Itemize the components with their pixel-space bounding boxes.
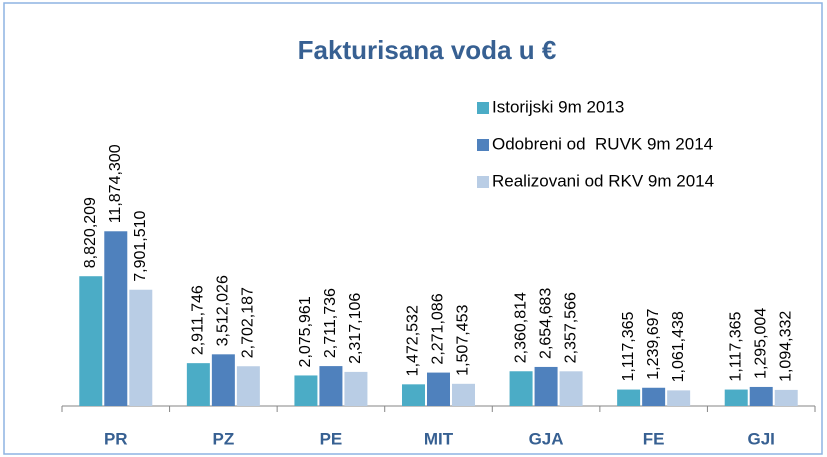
value-label: 1,239,697	[645, 308, 662, 379]
value-label: 2,654,683	[537, 288, 554, 359]
bar	[319, 366, 343, 406]
value-label: 1,061,438	[670, 311, 687, 382]
bar	[749, 386, 773, 406]
bar	[402, 384, 425, 406]
bar	[642, 387, 666, 406]
bar	[724, 389, 748, 406]
bar	[104, 231, 128, 406]
legend-swatch	[477, 102, 489, 114]
legend-label: Istorijski 9m 2013	[492, 97, 624, 116]
bar	[294, 375, 318, 406]
bar	[452, 383, 475, 406]
bar	[559, 371, 583, 406]
x-tick-label: GJI	[748, 429, 775, 448]
value-label: 2,075,961	[297, 296, 314, 367]
value-label: 11,874,300	[107, 144, 124, 223]
value-label: 1,117,365	[727, 311, 744, 381]
x-tick-label: GJA	[529, 429, 564, 448]
x-tick-label: FE	[643, 429, 665, 448]
value-label: 2,360,814	[512, 292, 529, 363]
value-label: 2,711,736	[322, 288, 339, 358]
x-tick-label: MIT	[424, 429, 454, 448]
bar	[186, 363, 210, 406]
value-label: 1,295,004	[752, 308, 769, 379]
legend-swatch	[477, 176, 489, 188]
bar	[236, 366, 260, 406]
bar	[667, 390, 691, 406]
value-label: 2,702,187	[240, 287, 257, 358]
value-label: 1,117,365	[620, 311, 637, 381]
bar	[509, 371, 533, 406]
value-label: 2,271,086	[430, 293, 447, 364]
value-label: 2,911,746	[190, 285, 207, 355]
bar	[617, 389, 641, 406]
bar	[427, 372, 450, 406]
bar	[79, 276, 103, 406]
x-tick-label: PZ	[212, 429, 234, 448]
bar	[211, 354, 235, 406]
value-label: 3,512,026	[215, 275, 232, 346]
value-label: 2,317,106	[347, 293, 364, 364]
value-label: 2,357,566	[562, 292, 579, 363]
value-label: 8,820,209	[82, 197, 99, 268]
bar	[534, 366, 558, 406]
chart-title: Fakturisana voda u €	[298, 35, 557, 65]
value-label: 1,507,453	[455, 305, 472, 376]
legend-swatch	[477, 139, 489, 151]
x-tick-label: PE	[320, 429, 343, 448]
value-label: 1,094,332	[777, 311, 794, 382]
legend-label: Realizovani od RKV 9m 2014	[492, 171, 714, 190]
value-label: 1,472,532	[405, 305, 422, 376]
legend-label: Odobreni od RUVK 9m 2014	[492, 134, 713, 153]
x-tick-label: PR	[104, 429, 128, 448]
bar	[129, 289, 153, 406]
bar	[774, 389, 798, 406]
bar	[344, 371, 368, 406]
value-label: 7,901,510	[132, 210, 149, 281]
